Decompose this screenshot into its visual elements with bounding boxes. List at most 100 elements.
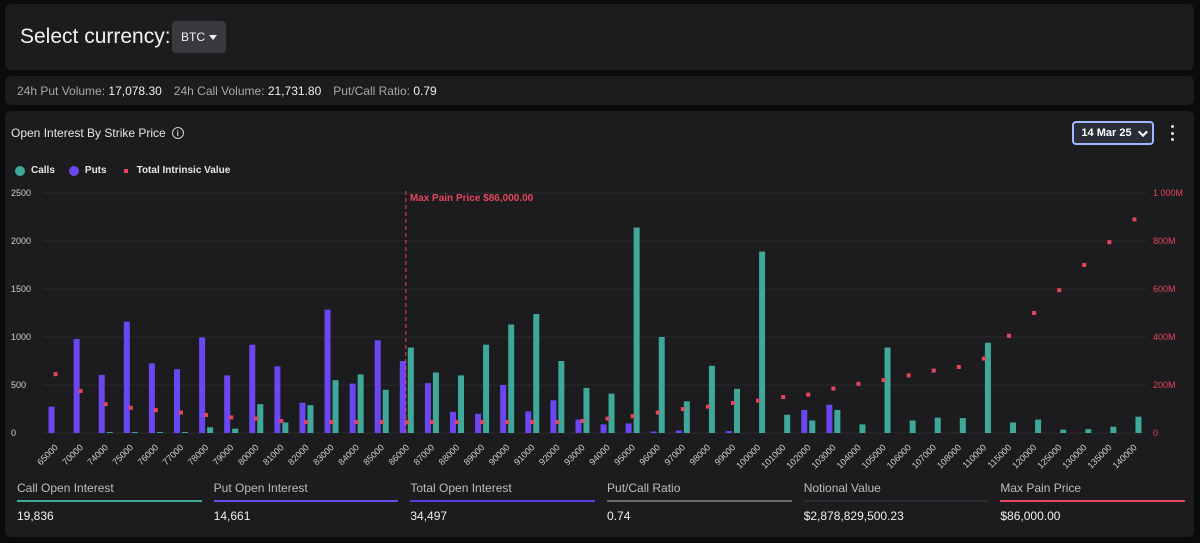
y-tick-left: 0 [11,428,16,438]
call-bar [708,365,715,433]
metric-value: 34,497 [410,509,448,523]
info-icon[interactable]: i [171,127,184,139]
legend-calls[interactable]: Calls [15,165,55,176]
call-bar [759,251,766,433]
intrinsic-point [680,407,685,411]
intrinsic-point [731,401,735,405]
intrinsic-point [128,405,133,410]
x-tick: 78000 [186,442,211,467]
call-bar [131,432,138,433]
put-bar [625,423,632,433]
call-bar [232,428,239,433]
x-tick: 74000 [85,442,110,467]
intrinsic-point [1082,263,1087,267]
put-bar [123,321,130,433]
call-bar [156,432,163,433]
more-options-icon[interactable] [1167,125,1177,141]
call-bar [608,393,615,433]
legend-puts-label: Puts [84,165,107,176]
intrinsic-point [956,365,961,369]
currency-value: BTC [181,30,205,44]
x-tick: 80000 [236,442,261,467]
call-volume-label: 24h Call Volume: [173,83,265,98]
metric-notional-value: Notional Value $2,878,829,500.23 [803,481,989,523]
metric-value: 14,661 [213,509,251,523]
put-bar [249,344,256,433]
put-call-ratio-label: Put/Call Ratio: [333,83,410,98]
intrinsic-point [179,410,183,415]
call-bar [407,347,414,433]
y-tick-left: 1000 [11,332,31,342]
intrinsic-point [605,416,610,421]
open-interest-chart: 0 500 1000 1500 2000 2500 0 200M 400M 600M 800M 1 0… [11,188,1183,471]
intrinsic-point [580,419,585,423]
x-tick: 125000 [1035,442,1063,470]
x-tick: 105000 [860,442,888,470]
put-call-ratio-stat: Put/Call Ratio: 0.79 [333,84,436,98]
call-bar [533,313,540,433]
intrinsic-point [806,392,811,397]
call-bar [1110,426,1117,433]
intrinsic-point [53,372,58,377]
y-tick-left: 500 [11,380,26,390]
expiry-date-dropdown[interactable]: 14 Mar 25 [1072,121,1154,145]
call-bar [182,432,188,433]
y-tick-left: 1500 [11,284,31,294]
x-tick: 115000 [986,442,1014,470]
intrinsic-point [480,420,485,425]
max-pain-label: Max Pain Price $86,000.00 [410,193,534,204]
y-tick-right: 400M [1153,332,1176,342]
metric-underline [803,500,989,502]
x-tick: 89000 [462,442,487,467]
intrinsic-point [655,410,660,415]
put-bar [174,369,180,433]
put-bar [374,340,381,433]
put-bar [475,413,482,433]
call-bar [1060,429,1067,433]
put-bar [224,375,231,433]
x-tick: 130000 [1060,442,1088,470]
metric-underline [410,500,596,502]
call-bar [984,342,991,433]
summary-metrics: Call Open Interest 19,836 Put Open Intere… [17,481,1186,523]
x-tick: 95000 [612,442,637,467]
intrinsic-point [379,420,384,425]
x-tick: 77000 [161,442,186,467]
put-bar [726,431,732,433]
call-bar [1135,416,1142,433]
y-tick-right: 600M [1153,284,1176,294]
put-bar [324,309,331,433]
call-bar [583,387,590,433]
metric-value: $2,878,829,500.23 [803,509,904,523]
y-tick-left: 2000 [11,236,31,246]
metric-label: Call Open Interest [17,481,114,495]
x-tick: 85000 [361,442,386,467]
intrinsic-point [455,420,459,425]
metric-put-call-ratio: Put/Call Ratio 0.74 [607,481,792,523]
put-bar [48,406,55,433]
x-tick: 83000 [311,442,336,467]
intrinsic-point [103,402,108,407]
call-bar [1085,429,1092,433]
legend-calls-label: Calls [31,165,55,176]
x-tick: 106000 [885,442,913,470]
call-bar [784,414,791,433]
legend-intrinsic[interactable]: Total Intrinsic Value [121,165,230,176]
x-tick: 101000 [759,442,787,470]
x-tick: 76000 [136,442,161,467]
currency-dropdown[interactable]: BTC [172,21,226,53]
caret-down-icon [209,34,217,40]
intrinsic-square-icon [123,168,128,173]
x-tick: 110000 [960,442,988,470]
call-volume-value: 21,731.80 [267,83,322,98]
currency-bar: Select currency: BTC [5,4,1194,70]
intrinsic-point [78,389,83,393]
x-tick: 108000 [935,442,963,470]
intrinsic-point [505,420,510,425]
put-volume-label: 24h Put Volume: [17,83,106,98]
intrinsic-point [931,368,936,373]
call-bar [909,420,916,433]
metric-total-oi: Total Open Interest 34,497 [410,481,596,523]
legend-puts[interactable]: Puts [68,165,107,176]
x-tick: 75000 [110,442,135,467]
